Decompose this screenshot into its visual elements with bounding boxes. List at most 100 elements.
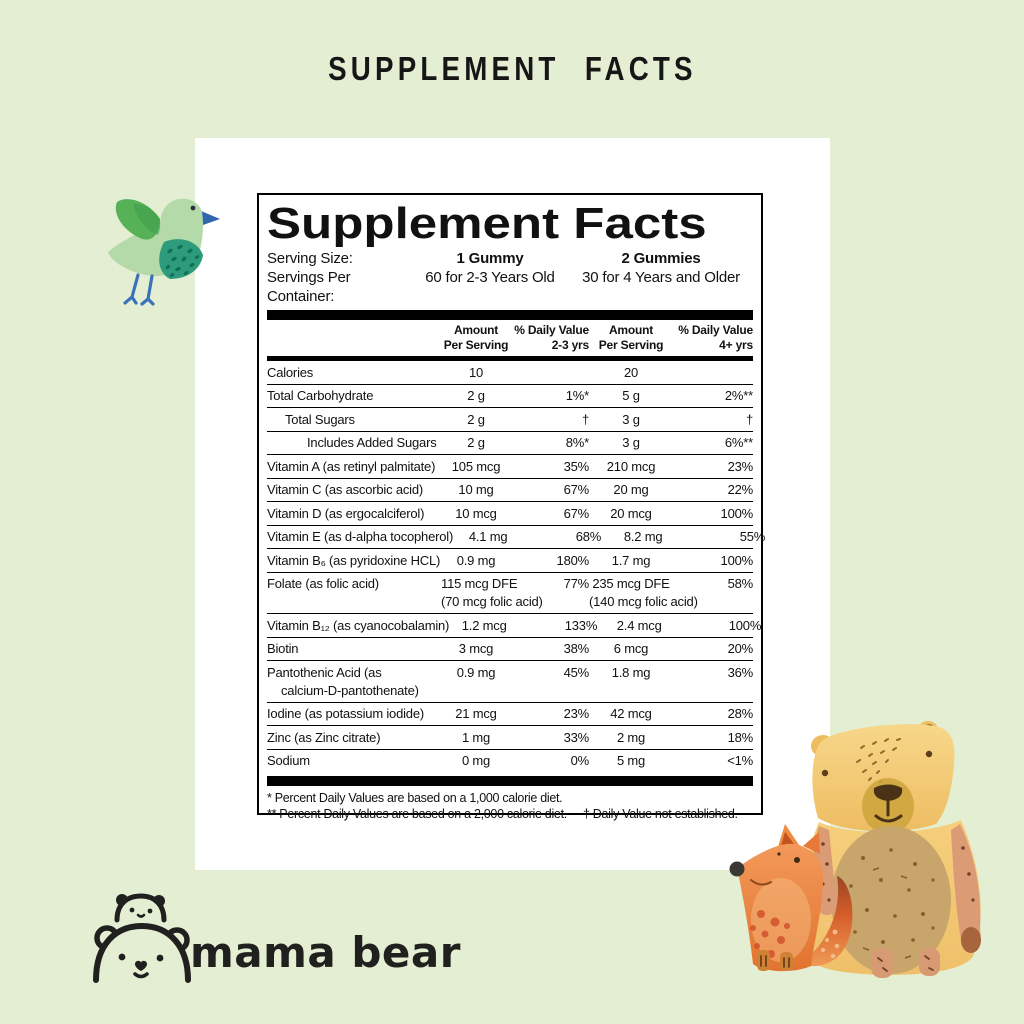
- bird-legs: [123, 273, 155, 306]
- amount-per-serving-1: 2 g: [467, 411, 485, 427]
- supplement-facts-panel: Supplement Facts Serving Size: 1 Gummy 2…: [257, 193, 765, 821]
- amount-cell-1: 0.9 mg: [441, 664, 511, 682]
- amount-per-serving-1: 105 mcg: [451, 458, 501, 474]
- amount-cell-2: 210 mcg: [589, 458, 673, 476]
- nutrient-name: Folate (as folic acid): [267, 576, 379, 591]
- mama-bear-logo-icon: [93, 893, 191, 983]
- serving-size-col1: 1 Gummy: [456, 250, 524, 267]
- amount-per-serving-1: 0.9 mg: [456, 552, 496, 568]
- nutrient-name: Vitamin B₆ (as pyridoxine HCL): [267, 552, 441, 568]
- amount-cell-2: 5 mg: [589, 752, 673, 770]
- amount-per-serving-1: 1 mg: [461, 729, 491, 745]
- table-row: Folate (as folic acid) 115 mcg DFE (70 m…: [267, 573, 753, 614]
- amount-cell-2: 3 g: [589, 411, 673, 429]
- nutrient-name: Sodium: [267, 753, 310, 768]
- amount-cell-2: 42 mcg: [589, 705, 673, 723]
- nutrient-name: Iodine (as potassium iodide): [267, 706, 424, 721]
- daily-value-1: 68%: [575, 529, 602, 544]
- amount-cell-1: 1 mg: [441, 729, 511, 747]
- green-bird-illustration: [108, 198, 220, 306]
- table-row: Vitamin B₆ (as pyridoxine HCL) 0.9 mg 18…: [267, 549, 753, 573]
- serving-size-label: Serving Size:: [267, 250, 353, 267]
- amount-per-serving-1: 1.2 mcg: [461, 617, 507, 633]
- amount-cell-2: 3 g: [589, 434, 673, 452]
- amount-per-serving-1: 0 mg: [461, 753, 491, 768]
- daily-value-1: 0%: [570, 753, 590, 768]
- table-row: Calories 10 20: [267, 361, 753, 385]
- servings-per-container-col1: 60 for 2-3 Years Old: [425, 269, 555, 286]
- amount-per-serving-2: 6 mcg: [613, 641, 649, 656]
- amount-per-serving-2: 2 mg: [616, 729, 646, 745]
- daily-value-2: 2%**: [724, 388, 753, 403]
- table-row: Total Sugars 2 g † 3 g †: [267, 408, 753, 432]
- amount-cell-2: 1.7 mg: [589, 552, 673, 570]
- amount-2-subline: (140 mcg folic acid): [589, 594, 698, 609]
- footnote-dagger: † Daily Value not established.: [582, 807, 738, 821]
- daily-value-2: 18%: [727, 729, 754, 745]
- amount-cell-2: 20 mg: [589, 481, 673, 499]
- page-title: SUPPLEMENT FACTS: [327, 50, 697, 87]
- daily-value-2: 100%: [720, 505, 754, 521]
- amount-per-serving-1: 3 mcg: [458, 641, 494, 656]
- amount-cell-1: 10: [441, 364, 511, 382]
- amount-per-serving-2: 3 g: [622, 411, 640, 427]
- table-row: Zinc (as Zinc citrate) 1 mg 33% 2 mg 18%: [267, 726, 753, 750]
- amount-per-serving-2: 5 mg: [616, 753, 646, 768]
- amount-per-serving-2: 235 mcg DFE: [592, 576, 670, 591]
- daily-value-2: 55%: [739, 529, 766, 544]
- daily-value-1: 35%: [563, 458, 590, 474]
- footnote-2: ** Percent Daily Values are based on a 2…: [267, 806, 753, 822]
- bird-beak-icon: [201, 211, 220, 225]
- amount-cell-1: 3 mcg: [441, 640, 511, 658]
- amount-cell-1: 2 g: [441, 434, 511, 452]
- daily-value-1: 77%: [563, 576, 590, 591]
- amount-per-serving-2: 5 g: [622, 388, 640, 403]
- amount-per-serving-2: 8.2 mg: [623, 529, 663, 544]
- daily-value-2: 23%: [727, 458, 754, 474]
- amount-per-serving-2: 20 mcg: [610, 505, 652, 521]
- amount-per-serving-2: 1.8 mg: [611, 664, 651, 680]
- amount-per-serving-1: 115 mcg DFE: [441, 576, 518, 591]
- amount-cell-2: 235 mcg DFE (140 mcg folic acid): [589, 575, 698, 611]
- bird-eye: [190, 205, 196, 211]
- daily-value-2: <1%: [727, 753, 753, 768]
- daily-value-2: 6%**: [724, 435, 753, 450]
- amount-cell-2: 2.4 mcg: [597, 617, 681, 635]
- amount-per-serving-1: 10 mcg: [455, 505, 497, 521]
- amount-cell-2: 2 mg: [589, 729, 673, 747]
- table-row: Vitamin B₁₂ (as cyanocobalamin) 1.2 mcg …: [267, 614, 761, 638]
- daily-value-1: 45%: [563, 664, 590, 680]
- supplement-facts-card: Supplement Facts Serving Size: 1 Gummy 2…: [195, 138, 830, 870]
- nutrient-name: Pantothenic Acid (as: [267, 664, 382, 680]
- amount-per-serving-2: 1.7 mg: [611, 552, 651, 568]
- daily-value-2: 28%: [727, 706, 754, 721]
- nutrient-name: Calories: [267, 364, 314, 380]
- daily-value-2: 20%: [727, 641, 754, 656]
- amount-per-serving-2: 3 g: [622, 435, 640, 450]
- amount-cell-2: 20: [589, 364, 673, 382]
- nutrient-name: Vitamin C (as ascorbic acid): [267, 482, 423, 497]
- daily-value-2: 100%: [728, 617, 762, 633]
- amount-cell-1: 10 mg: [441, 481, 511, 499]
- amount-cell-2: 5 g: [589, 387, 673, 405]
- amount-per-serving-1: 21 mcg: [455, 706, 497, 721]
- daily-value-1: 133%: [564, 617, 598, 633]
- servings-per-container-label: Servings Per Container:: [267, 269, 351, 305]
- daily-value-1: 67%: [563, 482, 590, 497]
- amount-per-serving-2: 20 mg: [613, 482, 649, 497]
- amount-per-serving-1: 10 mg: [458, 482, 494, 497]
- footnote-2a: ** Percent Daily Values are based on a 2…: [267, 807, 567, 821]
- table-row: Vitamin C (as ascorbic acid) 10 mg 67% 2…: [267, 479, 753, 502]
- amount-1-subline: (70 mcg folic acid): [441, 594, 543, 609]
- amount-per-serving-1: 10: [468, 364, 484, 380]
- amount-per-serving-1: 4.1 mg: [468, 529, 508, 544]
- nutrient-name: Includes Added Sugars: [307, 435, 437, 450]
- amount-per-serving-1: 2 g: [467, 388, 485, 403]
- header-dv-1: % Daily Value 2-3 yrs: [514, 323, 589, 352]
- table-row: Sodium 0 mg 0% 5 mg <1%: [267, 750, 753, 773]
- amount-cell-2: 8.2 mg: [601, 528, 685, 546]
- amount-cell-1: 0.9 mg: [441, 552, 511, 570]
- amount-cell-2: 1.8 mg: [589, 664, 673, 682]
- nutrient-rows: Calories 10 20 Total Carbohydrate 2 g 1%…: [267, 361, 765, 773]
- amount-cell-1: 2 g: [441, 387, 511, 405]
